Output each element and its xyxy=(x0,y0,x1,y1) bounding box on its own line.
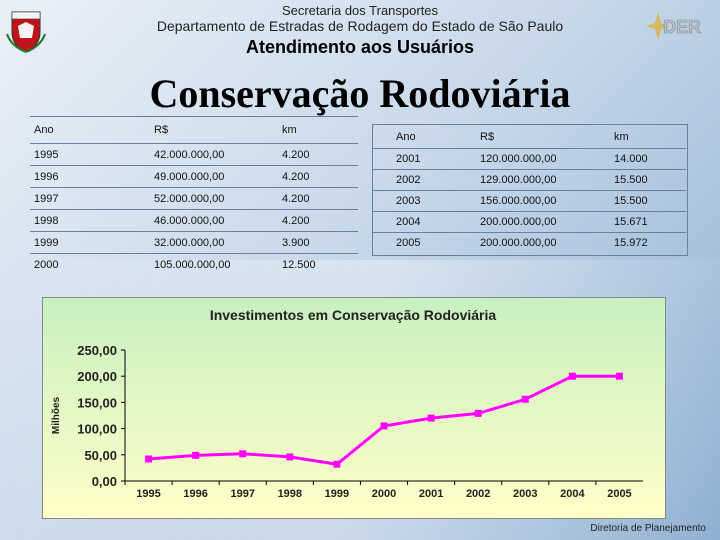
table-cell: 4.200 xyxy=(238,143,358,166)
data-point xyxy=(333,460,341,468)
data-point xyxy=(286,453,294,461)
table-cell: 2000 xyxy=(34,258,59,271)
y-tick-label: 100,00 xyxy=(77,422,117,437)
table-cell: 105.000.000,00 xyxy=(154,258,231,271)
chart-container: Investimentos em Conservação Rodoviária 0… xyxy=(42,297,666,519)
data-point xyxy=(192,451,200,459)
x-tick-label: 1995 xyxy=(136,488,160,500)
y-tick-label: 0,00 xyxy=(92,474,117,489)
table-cell: 46.000.000,00 xyxy=(120,209,238,232)
table-cell: 3.900 xyxy=(238,231,358,254)
table-cell: 49.000.000,00 xyxy=(120,165,238,188)
table-cell: 15.972 xyxy=(614,237,648,250)
table-right: Ano R$ km 2001 120.000.000,00 14.000 2002 129.0… xyxy=(372,124,686,254)
data-point xyxy=(521,395,529,403)
der-logo: DER xyxy=(646,12,701,40)
table-cell: 4.200 xyxy=(238,165,358,188)
table-header-cell: Ano xyxy=(372,124,448,149)
table-cell: 129.000.000,00 xyxy=(448,169,574,191)
header-secretaria: Secretaria dos Transportes xyxy=(281,3,439,18)
data-point xyxy=(615,372,623,380)
table-cell: 15.500 xyxy=(574,169,686,191)
x-tick-label: 1998 xyxy=(278,488,302,500)
table-row: 1999 32.000.000,00 3.900 xyxy=(30,231,358,254)
x-tick-label: 2001 xyxy=(419,488,443,500)
table-cell: 2002 xyxy=(372,169,448,191)
x-tick-label: 1996 xyxy=(183,488,207,500)
table-row: 2004 200.000.000,00 15.671 xyxy=(372,211,686,233)
table-cell: 200.000.000,00 xyxy=(480,237,557,250)
table-cell: 120.000.000,00 xyxy=(448,148,574,170)
table-row: 2003 156.000.000,00 15.500 xyxy=(372,190,686,212)
data-point xyxy=(380,422,388,430)
table-cell: 156.000.000,00 xyxy=(448,190,574,212)
table-row: 2002 129.000.000,00 15.500 xyxy=(372,169,686,191)
table-cell: 15.500 xyxy=(574,190,686,212)
table-cell: 42.000.000,00 xyxy=(120,143,238,166)
table-cell: 2004 xyxy=(372,211,448,233)
x-tick-label: 1999 xyxy=(325,488,349,500)
table-header-cell: km xyxy=(238,116,358,144)
table-cell: 2003 xyxy=(372,190,448,212)
line-chart: Investimentos em Conservação Rodoviária 0… xyxy=(43,298,665,518)
table-row: 1995 42.000.000,00 4.200 xyxy=(30,143,358,166)
table-cell: 1996 xyxy=(30,165,120,188)
page-title: Conservação Rodoviária xyxy=(149,71,571,116)
data-point xyxy=(145,455,153,463)
x-tick-label: 2002 xyxy=(466,488,490,500)
x-tick-label: 1997 xyxy=(230,488,254,500)
table-cell: 1995 xyxy=(30,143,120,166)
x-tick-label: 2003 xyxy=(513,488,537,500)
table-cell: 4.200 xyxy=(238,187,358,210)
table-header-cell: R$ xyxy=(120,116,238,144)
x-tick-label: 2004 xyxy=(560,488,585,500)
table-cell: 1998 xyxy=(30,209,120,232)
table-cell: 4.200 xyxy=(238,209,358,232)
table-cell: 200.000.000,00 xyxy=(448,211,574,233)
table-row: 2001 120.000.000,00 14.000 xyxy=(372,148,686,170)
y-tick-label: 250,00 xyxy=(77,343,117,358)
footer-text: Diretoria de Planejamento xyxy=(590,523,706,534)
y-tick-label: 50,00 xyxy=(84,448,117,463)
table-cell: 15.671 xyxy=(574,211,686,233)
table-row: 2005 200.000.000,00 15.972 xyxy=(372,233,686,254)
data-point xyxy=(474,409,482,417)
table-cell: 2005 xyxy=(396,237,421,250)
table-cell: 14.000 xyxy=(574,148,686,170)
table-header-cell: km xyxy=(574,124,686,149)
y-axis-label: Milhões xyxy=(51,396,62,434)
table-header-cell: Ano xyxy=(30,116,120,144)
table-header-row: Ano R$ km xyxy=(30,116,358,144)
table-cell: 12.500 xyxy=(282,258,316,271)
data-point xyxy=(427,414,435,422)
table-row: 1998 46.000.000,00 4.200 xyxy=(30,209,358,232)
plot-background xyxy=(43,298,665,518)
header-department: Departamento de Estradas de Rodagem do E… xyxy=(156,18,564,34)
header-section: Atendimento aos Usuários xyxy=(245,37,475,57)
table-cell: 52.000.000,00 xyxy=(120,187,238,210)
y-tick-label: 150,00 xyxy=(77,395,117,410)
der-logo-text: DER xyxy=(663,17,701,37)
table-header-row: Ano R$ km xyxy=(372,124,686,149)
coat-of-arms-logo xyxy=(6,11,46,53)
x-tick-label: 2005 xyxy=(607,488,631,500)
y-tick-label: 200,00 xyxy=(77,369,117,384)
data-point xyxy=(568,372,576,380)
chart-title: Investimentos em Conservação Rodoviária xyxy=(210,307,497,323)
table-cell: 2001 xyxy=(372,148,448,170)
table-row: 1997 52.000.000,00 4.200 xyxy=(30,187,358,210)
table-left: Ano R$ km 1995 42.000.000,00 4.200 1996 49.000.… xyxy=(30,116,358,275)
table-cell: 32.000.000,00 xyxy=(120,231,238,254)
table-row: 1996 49.000.000,00 4.200 xyxy=(30,165,358,188)
table-cell: 1999 xyxy=(30,231,120,254)
data-point xyxy=(239,450,247,458)
table-header-cell: R$ xyxy=(448,124,574,149)
x-tick-label: 2000 xyxy=(372,488,396,500)
table-row: 2000 105.000.000,00 12.500 xyxy=(30,254,358,276)
table-cell: 1997 xyxy=(30,187,120,210)
